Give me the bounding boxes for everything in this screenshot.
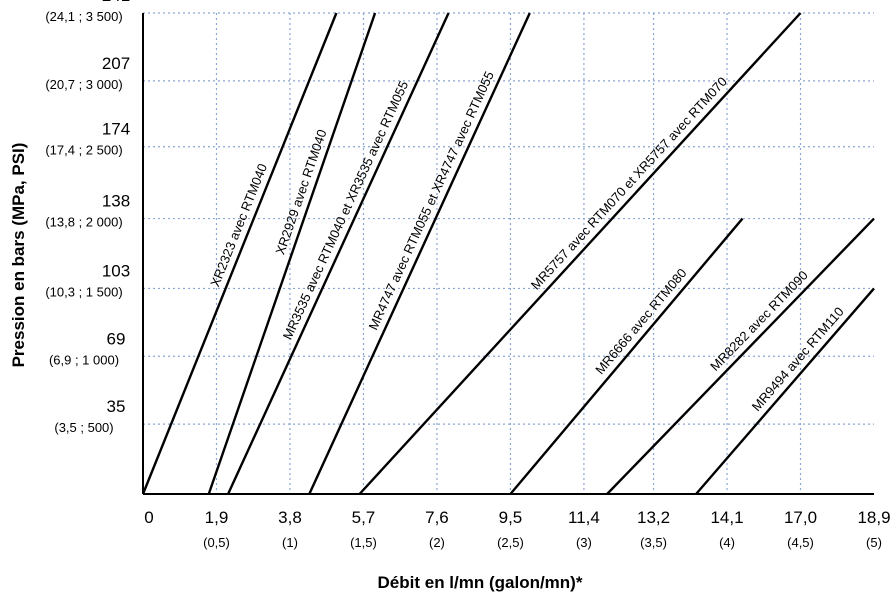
x-tick-sublabel: (5) <box>866 535 882 550</box>
x-tick-label: 7,6 <box>425 508 449 527</box>
axes <box>142 13 874 495</box>
x-tick-label: 9,5 <box>499 508 523 527</box>
x-tick-label: 14,1 <box>710 508 743 527</box>
y-axis-title: Pression en bars (MPa, PSI) <box>9 143 28 368</box>
x-tick-label: 1,9 <box>205 508 229 527</box>
y-tick-sublabel: (6,9 ; 1 000) <box>49 352 119 367</box>
x-tick-label: 17,0 <box>784 508 817 527</box>
x-tick-sublabel: (2,5) <box>497 535 524 550</box>
x-tick-sublabel: (3,5) <box>640 535 667 550</box>
series-label: XR2323 avec RTM040 <box>207 161 270 288</box>
x-tick-label: 13,2 <box>637 508 670 527</box>
series-labels: XR2323 avec RTM040 XR2929 avec RTM040MR35… <box>207 69 846 414</box>
series-line <box>358 12 802 495</box>
series-line <box>141 12 338 495</box>
x-tick-sublabel: (1) <box>282 535 298 550</box>
y-tick-sublabel: (3,5 ; 500) <box>54 420 113 435</box>
tick-labels: 0 1,9 (0,5) 3,8 (1) 5,7 (1,5) 7,6 (2) 9,5 (2,5) 11,… <box>45 0 890 550</box>
x-tick-sublabel: (0,5) <box>203 535 230 550</box>
x-tick-sublabel: (1,5) <box>350 535 377 550</box>
y-tick-sublabel: (20,7 ; 3 000) <box>45 77 122 92</box>
series-lines <box>141 12 875 495</box>
y-tick-sublabel: (10,3 ; 1 500) <box>45 284 122 299</box>
x-tick-label: 18,9 <box>857 508 890 527</box>
y-tick-label: 207 <box>102 54 130 73</box>
series-line <box>308 12 531 495</box>
series-line <box>606 217 875 495</box>
x-tick-sublabel: (3) <box>576 535 592 550</box>
x-tick-sublabel: (4,5) <box>787 535 814 550</box>
y-tick-sublabel: (13,8 ; 2 000) <box>45 215 122 230</box>
x-tick-label: 3,8 <box>278 508 302 527</box>
series-line <box>207 12 377 495</box>
series-label: MR6666 avec RTM080 <box>592 265 689 377</box>
x-tick-sublabel: (2) <box>429 535 445 550</box>
series-label: XR2929 avec RTM040 <box>272 128 329 257</box>
x-tick-label: 0 <box>144 508 153 527</box>
series-line <box>226 12 450 495</box>
series-line <box>509 217 744 495</box>
x-tick-label: 5,7 <box>352 508 376 527</box>
series-label: MR5757 avec RTM070 et XR5757 avec RTM070 <box>528 74 730 293</box>
grid-lines <box>143 12 874 494</box>
y-tick-label: 241 <box>102 0 130 5</box>
series-line <box>695 287 875 495</box>
y-tick-label: 138 <box>102 192 130 211</box>
x-tick-label: 11,4 <box>568 508 600 527</box>
y-tick-label: 174 <box>102 120 130 139</box>
y-tick-sublabel: (24,1 ; 3 500) <box>45 9 122 24</box>
y-tick-label: 35 <box>107 397 126 416</box>
x-axis-title: Débit en l/mn (galon/mn)* <box>378 573 583 592</box>
y-tick-label: 69 <box>107 329 126 348</box>
y-tick-label: 103 <box>102 261 130 280</box>
x-tick-sublabel: (4) <box>719 535 735 550</box>
y-tick-sublabel: (17,4 ; 2 500) <box>45 143 122 158</box>
